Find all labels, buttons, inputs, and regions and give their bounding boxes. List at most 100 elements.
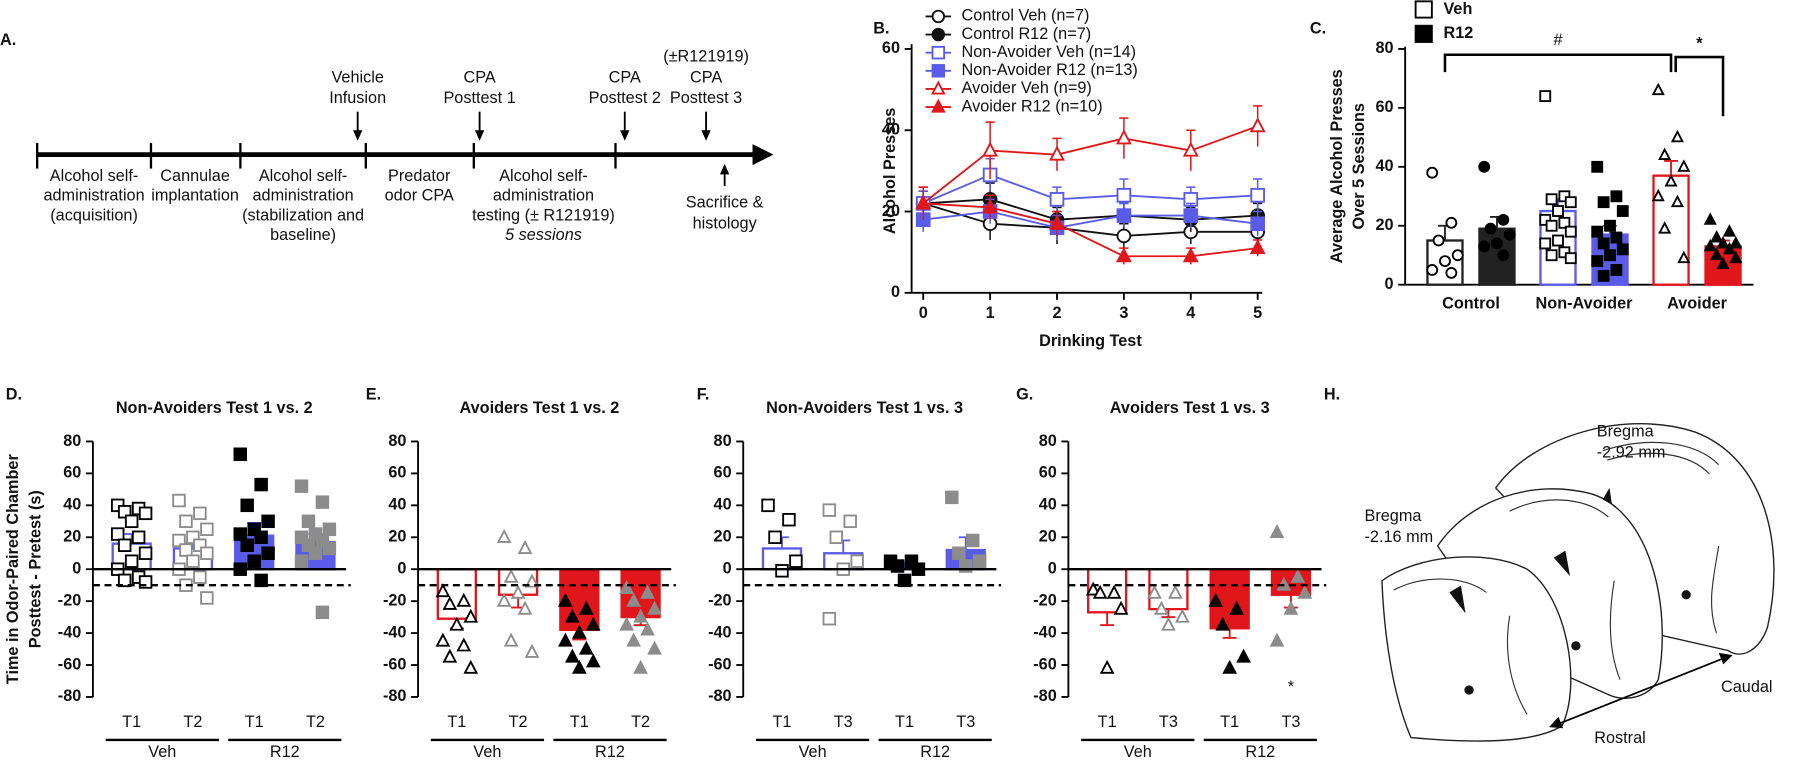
- timeline-arrowhead: [752, 144, 774, 166]
- marker: [1670, 194, 1684, 208]
- marker: [179, 543, 193, 557]
- panel-label: C.: [1310, 20, 1326, 38]
- significance-mark: *: [1696, 35, 1703, 53]
- x-axis-label: Drinking Test: [1039, 332, 1142, 350]
- series-line: [922, 125, 1258, 205]
- group-label: Veh: [148, 743, 176, 761]
- marker: [1564, 225, 1577, 238]
- marker: [945, 490, 959, 505]
- direction-label: Rostral: [1594, 729, 1645, 747]
- marker: [1250, 216, 1265, 232]
- marker: [930, 80, 946, 95]
- marker: [965, 533, 980, 548]
- marker: [585, 653, 601, 668]
- marker: [1478, 240, 1491, 253]
- marker: [633, 608, 648, 623]
- marker: [503, 568, 519, 583]
- x-tick-label: 3: [1119, 304, 1128, 322]
- marker: [626, 592, 641, 607]
- panel-label: F.: [697, 385, 710, 403]
- tract: [1609, 580, 1621, 680]
- marker: [982, 198, 999, 214]
- y-tick-label: -80: [1033, 687, 1057, 705]
- marker: [640, 584, 655, 599]
- marker: [1597, 237, 1610, 250]
- y-tick-label: 20: [388, 528, 406, 546]
- marker: [449, 616, 465, 631]
- y-tick-label: 80: [388, 432, 406, 450]
- brain-section: [1381, 556, 1572, 742]
- group-label: R12: [595, 743, 625, 761]
- marker: [931, 27, 946, 42]
- x-tick-label: T2: [631, 713, 650, 731]
- marker: [775, 564, 789, 578]
- y-tick-label: -40: [58, 623, 82, 641]
- event-label: CPA: [690, 68, 722, 86]
- marker: [1670, 129, 1684, 143]
- y-axis-label: Over 5 Sessions: [1350, 103, 1368, 229]
- marker: [435, 632, 451, 647]
- marker: [294, 530, 309, 545]
- y-tick-label: 60: [63, 464, 81, 482]
- y-tick-label: 0: [723, 560, 732, 578]
- timeline-label: odor CPA: [385, 187, 454, 205]
- marker: [247, 522, 261, 537]
- marker: [1269, 632, 1285, 647]
- marker: [822, 503, 837, 517]
- y-tick-label: 0: [397, 560, 406, 578]
- marker: [200, 546, 214, 560]
- group-label: R12: [920, 743, 950, 761]
- marker: [463, 659, 479, 674]
- marker: [131, 530, 146, 545]
- hippocampus: [1607, 452, 1710, 475]
- marker: [1115, 247, 1132, 263]
- legend-label: Veh: [1443, 0, 1472, 18]
- marker: [1729, 235, 1743, 249]
- y-tick-label: 40: [388, 496, 406, 514]
- marker: [1484, 222, 1497, 235]
- marker: [1085, 581, 1101, 596]
- marker: [571, 624, 587, 639]
- marker: [1297, 584, 1313, 599]
- timeline-label: (stabilization and: [242, 206, 364, 224]
- marker: [1591, 160, 1604, 173]
- direction-label: Caudal: [1721, 678, 1773, 696]
- marker: [442, 648, 458, 663]
- marker: [1414, 24, 1433, 43]
- marker: [1729, 250, 1743, 264]
- hippocampus: [1509, 499, 1609, 518]
- marker: [829, 530, 844, 545]
- marker: [850, 554, 864, 568]
- panel-label: E.: [366, 385, 381, 403]
- marker: [1503, 228, 1516, 241]
- x-tick-label: Avoider: [1667, 295, 1728, 313]
- x-tick-label: T1: [1098, 713, 1117, 731]
- marker: [179, 514, 193, 529]
- marker: [1283, 600, 1299, 615]
- marker: [1049, 214, 1065, 230]
- marker: [315, 605, 330, 620]
- timeline-label: administration: [493, 187, 594, 205]
- marker: [503, 632, 519, 647]
- y-tick-label: -60: [383, 655, 407, 673]
- marker: [1497, 249, 1510, 262]
- marker: [1545, 193, 1558, 206]
- y-tick-label: -20: [1033, 591, 1057, 609]
- marker: [1591, 255, 1604, 268]
- marker: [1249, 239, 1266, 255]
- y-tick-label: -40: [708, 623, 732, 641]
- marker: [1716, 256, 1730, 269]
- marker: [558, 592, 573, 607]
- y-axis-label: Time in Odor-Paired Chamber: [4, 454, 22, 685]
- marker: [138, 546, 153, 560]
- marker: [1703, 238, 1717, 252]
- marker: [931, 45, 946, 60]
- marker: [172, 533, 186, 548]
- timeline-label: administration: [253, 187, 354, 205]
- marker: [1677, 159, 1691, 172]
- bregma-label: Bregma: [1365, 507, 1423, 525]
- legend-label: Non-Avoider R12 (n=13): [962, 61, 1138, 79]
- marker: [782, 512, 796, 527]
- x-tick-label: T1: [570, 713, 589, 731]
